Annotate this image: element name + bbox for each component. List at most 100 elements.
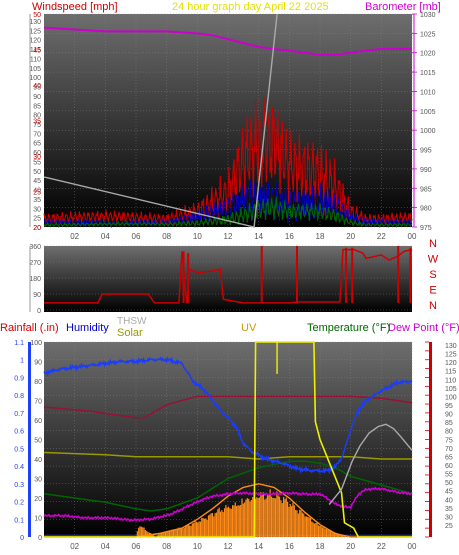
tick-label: 90	[33, 94, 41, 101]
tick-label: 0.9	[14, 375, 24, 382]
rain-temp-panel: Rainfall (.in) Humidity THSW Solar UV Te…	[0, 316, 459, 551]
barometer-ticks: 975 980 985 990 995 1000 1005 1010 1015 1020 1025 1…	[412, 12, 436, 232]
tick-label: 0	[20, 535, 24, 542]
tick-label: 30	[33, 206, 41, 213]
tick-label: 985	[420, 186, 432, 193]
tick-label: 22	[377, 542, 386, 551]
tick-label: 130	[29, 19, 41, 26]
tick-label: 980	[420, 206, 432, 213]
compass-label: N	[429, 300, 437, 312]
tick-label: 40	[33, 83, 41, 90]
thsw-line	[328, 423, 413, 505]
tick-label: 50	[445, 480, 453, 487]
tick-label: 70	[445, 446, 453, 453]
tick-label: 0.1	[14, 517, 24, 524]
barometer-axis-title: Barometer [mb]	[365, 1, 441, 13]
compass-label: E	[429, 285, 436, 297]
tick-label: 125	[445, 352, 457, 359]
tick-label: 30	[33, 154, 41, 161]
tick-label: 990	[420, 167, 432, 174]
humidity-line	[43, 355, 413, 475]
tick-label: 75	[33, 122, 41, 129]
compass-label: N	[429, 238, 437, 250]
tick-label: 16	[285, 542, 294, 551]
tick-label: 995	[420, 148, 432, 155]
tick-label: 45	[33, 178, 41, 185]
tick-label: 60	[33, 150, 41, 157]
wind-barometer-panel: Windspeed [mph] 24 hour graph day April …	[29, 1, 441, 241]
plot-area	[44, 246, 412, 312]
windspeed-avg-line	[43, 180, 413, 229]
tick-label: 50	[33, 12, 41, 19]
tick-label: 40	[445, 497, 453, 504]
tick-label: 08	[162, 542, 171, 551]
tick-label: 02	[70, 542, 79, 551]
tick-label: 65	[445, 454, 453, 461]
tick-label: 55	[33, 159, 41, 166]
tick-label: 0	[38, 535, 42, 542]
gridlines	[44, 245, 412, 311]
tick-label: 45	[445, 489, 453, 496]
tick-label: 270	[29, 260, 41, 267]
tick-label: 90	[34, 360, 42, 367]
tick-label: 0.3	[14, 482, 24, 489]
tick-label: 100	[29, 75, 41, 82]
temperature-label: Temperature (°F)	[307, 322, 390, 334]
series-lines	[43, 13, 413, 229]
tick-label: 1005	[420, 109, 436, 116]
rain-axis-bar	[28, 342, 31, 537]
tick-label: 1025	[420, 31, 436, 38]
tick-label: 12	[224, 232, 233, 241]
tick-label: 16	[285, 232, 294, 241]
uv-label: UV	[241, 322, 257, 334]
solar-line	[43, 451, 412, 460]
tick-label: 1000	[420, 128, 436, 135]
tick-label: 90	[445, 412, 453, 419]
humidity-label: Humidity	[66, 322, 109, 334]
temperature-line	[43, 460, 413, 512]
tick-label: 0.2	[14, 500, 24, 507]
tick-label: 22	[377, 232, 386, 241]
tick-label: 80	[445, 429, 453, 436]
tick-label: 1	[20, 358, 24, 365]
dew-point-line	[43, 486, 413, 523]
tick-label: 100	[30, 340, 42, 347]
tick-label: 25	[33, 216, 41, 223]
tick-label: 00	[408, 542, 417, 551]
tick-label: 125	[29, 28, 41, 35]
tick-label: 80	[34, 379, 42, 386]
tick-label: 60	[445, 463, 453, 470]
dark-red-line	[43, 395, 413, 419]
rainfall-label: Rainfall (.in)	[0, 322, 59, 334]
tick-label: 06	[132, 232, 141, 241]
rainfall-ticks: 0 0.1 0.2 0.3 0.4 0.5 0.6 0.7 0.8 0.9 1 1.1	[14, 340, 24, 542]
tick-label: 1020	[420, 51, 436, 58]
tick-label: 80	[33, 113, 41, 120]
tick-label: 10	[34, 516, 42, 523]
direction-degree-ticks: 360 270 180 90 0	[29, 244, 41, 315]
tick-label: 00	[408, 232, 417, 241]
tick-label: 0.8	[14, 393, 24, 400]
tick-label: 20	[33, 225, 41, 232]
wind-direction-line	[44, 248, 413, 304]
tick-label: 20	[34, 496, 42, 503]
tick-label: 70	[33, 131, 41, 138]
compass-label: S	[429, 269, 436, 281]
tick-label: 18	[316, 542, 325, 551]
tick-label: 02	[70, 232, 79, 241]
tick-label: 14	[254, 542, 263, 551]
uv-line	[44, 341, 412, 538]
thsw-line	[44, 13, 278, 228]
tick-label: 110	[445, 377, 456, 384]
tick-label: 25	[445, 523, 453, 530]
hour-ticks: 02 04 06 08 10 12 14 16 18 20 22 00	[70, 542, 417, 551]
tick-label: 975	[420, 225, 432, 232]
tick-label: 45	[33, 48, 41, 55]
tick-label: 0.6	[14, 429, 24, 436]
tick-label: 130	[445, 343, 457, 350]
tick-label: 100	[445, 394, 457, 401]
series-lines	[43, 341, 413, 538]
tick-label: 04	[101, 232, 110, 241]
barometer-line	[43, 26, 412, 56]
